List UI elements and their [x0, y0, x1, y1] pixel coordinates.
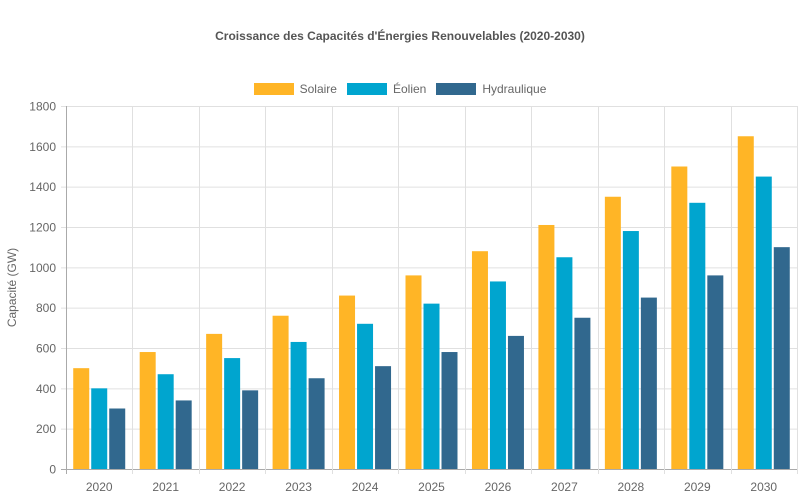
bar-solaire-2027	[538, 224, 555, 469]
bar-solaire-2022	[206, 333, 223, 469]
legend-swatch	[436, 83, 477, 95]
bar-éolien-2023	[290, 341, 307, 469]
chart-title: Croissance des Capacités d'Énergies Reno…	[215, 29, 585, 43]
bar-éolien-2020	[91, 388, 108, 469]
bar-solaire-2025	[405, 275, 422, 469]
legend-label: Éolien	[392, 82, 427, 96]
bar-solaire-2020	[73, 368, 90, 469]
legend-label: Solaire	[299, 82, 337, 96]
bar-solaire-2023	[272, 315, 289, 469]
bar-solaire-2029	[671, 166, 688, 469]
bar-hydraulique-2029	[707, 275, 724, 469]
bar-hydraulique-2022	[242, 390, 259, 469]
bar-solaire-2028	[604, 196, 621, 469]
bar-éolien-2029	[689, 202, 706, 470]
bar-hydraulique-2024	[375, 366, 392, 469]
bar-éolien-2027	[556, 257, 573, 469]
legend-label: Hydraulique	[482, 82, 547, 96]
y-tick-label: 1000	[29, 261, 56, 275]
bar-éolien-2030	[755, 176, 772, 470]
bar-hydraulique-2028	[640, 297, 657, 469]
x-tick-label: 2027	[551, 480, 578, 494]
bar-hydraulique-2021	[175, 400, 192, 469]
bar-solaire-2024	[339, 295, 356, 469]
legend-item-hydraulique[interactable]: Hydraulique	[436, 82, 546, 96]
y-tick-label: 200	[36, 422, 56, 436]
bar-hydraulique-2026	[507, 335, 524, 469]
bar-éolien-2022	[224, 358, 241, 469]
bar-éolien-2025	[423, 303, 440, 469]
bar-solaire-2026	[471, 251, 488, 469]
y-tick-label: 1600	[29, 140, 56, 154]
y-tick-label: 600	[36, 342, 56, 356]
y-axis-label: Capacité (GW)	[5, 248, 19, 327]
y-tick-label: 0	[49, 463, 56, 477]
legend-item-eolien[interactable]: Éolien	[346, 82, 427, 96]
legend-swatch	[253, 83, 294, 95]
x-tick-label: 2020	[86, 480, 113, 494]
legend-item-solaire[interactable]: Solaire	[253, 82, 337, 96]
x-tick-label: 2028	[618, 480, 645, 494]
bar-solaire-2030	[737, 136, 754, 469]
y-tick-label: 1200	[29, 221, 56, 235]
bar-solaire-2021	[139, 352, 156, 469]
bar-éolien-2024	[357, 323, 374, 469]
bar-hydraulique-2025	[441, 352, 458, 469]
x-tick-label: 2029	[684, 480, 711, 494]
x-tick-label: 2021	[152, 480, 179, 494]
x-tick-label: 2023	[285, 480, 312, 494]
bar-hydraulique-2023	[308, 378, 325, 469]
bar-éolien-2021	[157, 374, 174, 469]
bar-hydraulique-2020	[109, 408, 126, 469]
bar-hydraulique-2030	[773, 247, 790, 469]
bar-éolien-2028	[622, 231, 639, 469]
y-tick-label: 1800	[29, 100, 56, 114]
bar-hydraulique-2027	[574, 317, 591, 469]
y-tick-label: 1400	[29, 180, 56, 194]
x-tick-label: 2024	[352, 480, 379, 494]
y-tick-label: 800	[36, 301, 56, 315]
legend-swatch	[346, 83, 387, 95]
x-tick-label: 2025	[418, 480, 445, 494]
y-tick-label: 400	[36, 382, 56, 396]
x-tick-label: 2026	[485, 480, 512, 494]
legend: Solaire Éolien Hydraulique	[0, 82, 800, 96]
bar-éolien-2026	[489, 281, 506, 469]
x-tick-label: 2030	[750, 480, 777, 494]
x-tick-label: 2022	[219, 480, 246, 494]
